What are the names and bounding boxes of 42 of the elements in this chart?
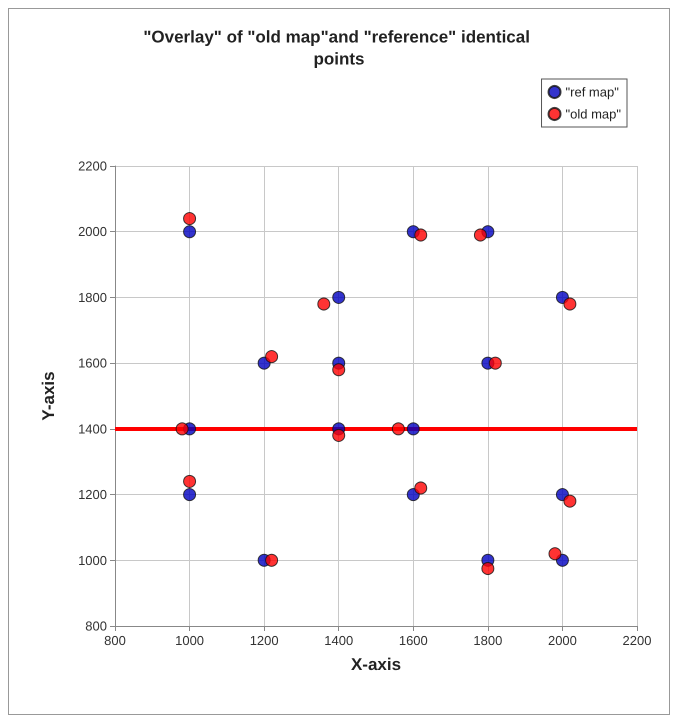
- y-tick-label: 1000: [78, 552, 107, 568]
- y-axis-title: Y-axis: [39, 371, 58, 421]
- point: [481, 562, 494, 575]
- point: [332, 428, 346, 442]
- point: [414, 482, 428, 494]
- x-tick-label: 1000: [175, 633, 204, 648]
- point: [183, 225, 196, 238]
- chart-title: "Overlay" of "old map"and "reference" identical points: [143, 28, 535, 68]
- point: [414, 228, 428, 242]
- point: [563, 494, 576, 508]
- point: [183, 474, 196, 488]
- point: [406, 422, 420, 436]
- point: [265, 350, 278, 364]
- x-tick-label: 1400: [324, 633, 354, 648]
- point: [265, 554, 278, 567]
- point: [317, 298, 330, 310]
- y-tick-label: 1200: [78, 487, 107, 502]
- x-tick-label: 1600: [398, 633, 428, 648]
- point: [332, 290, 346, 304]
- point: [548, 547, 562, 560]
- y-tick-label: 1600: [78, 356, 107, 371]
- y-tick-label: 1400: [78, 421, 107, 436]
- point: [474, 228, 487, 242]
- y-tick-label: 800: [85, 618, 107, 634]
- x-tick-label: 2000: [548, 633, 577, 648]
- point: [488, 356, 502, 370]
- y-tick-label: 2200: [78, 158, 107, 174]
- y-tick-label: 2000: [78, 224, 107, 240]
- legend-label: "old map": [566, 106, 622, 122]
- point: [332, 363, 346, 376]
- point: [176, 422, 189, 436]
- x-tick-label: 1800: [473, 633, 502, 648]
- x-tick-label: 1200: [250, 633, 279, 648]
- point: [563, 298, 576, 310]
- point: [183, 212, 196, 226]
- point: [183, 488, 196, 502]
- x-tick-label: 800: [104, 633, 126, 648]
- legend-label: "ref map": [566, 84, 620, 100]
- point: [392, 422, 405, 436]
- y-tick-label: 1800: [78, 290, 107, 305]
- x-tick-label: 2200: [622, 633, 652, 648]
- x-axis-title: X-axis: [350, 655, 402, 674]
